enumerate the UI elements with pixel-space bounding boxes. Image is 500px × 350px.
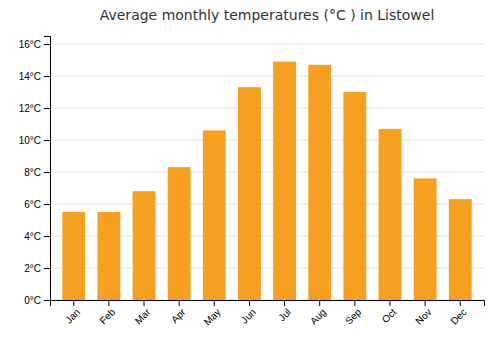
tick-mark — [44, 236, 50, 237]
tick-label: 10°C — [19, 135, 41, 146]
tick-mark — [44, 108, 50, 109]
tick-label: 2°C — [24, 263, 41, 274]
tick-label: Mar — [133, 306, 153, 326]
tick-label: 6°C — [24, 199, 41, 210]
tick: Nov — [413, 300, 433, 327]
tick-mark — [249, 300, 250, 306]
tick-label: Sep — [343, 306, 364, 327]
tick-mark — [319, 300, 320, 306]
tick: 16°C — [19, 39, 50, 50]
tick-mark — [284, 300, 285, 306]
tick-mark — [354, 300, 355, 306]
grid-line — [50, 44, 484, 45]
bar — [62, 212, 85, 300]
chart: 0°C 2°C 4°C 6°C 8°C 10°C 12°C 14°C 16°C Jan Feb Mar… — [0, 0, 500, 350]
tick-mark — [425, 300, 426, 306]
tick: Jul — [276, 300, 293, 323]
tick-mark — [44, 268, 50, 269]
bar — [273, 62, 296, 300]
tick: Oct — [380, 300, 399, 325]
tick-label: Jul — [276, 306, 293, 323]
tick-mark — [44, 140, 50, 141]
tick-mark — [108, 300, 109, 306]
tick: 8°C — [24, 167, 50, 178]
tick-mark — [44, 172, 50, 173]
grid-line — [50, 76, 484, 77]
tick-mark — [44, 300, 50, 301]
tick-label: 14°C — [19, 71, 41, 82]
tick: Jun — [239, 300, 258, 326]
tick: Feb — [97, 300, 117, 326]
tick-mark — [44, 204, 50, 205]
axis-line — [44, 37, 51, 301]
bar — [133, 191, 156, 300]
tick: Aug — [308, 300, 328, 327]
tick: Apr — [169, 300, 188, 325]
tick-label: Feb — [97, 306, 117, 326]
bar — [379, 129, 402, 300]
tick-label: Dec — [448, 306, 468, 326]
tick-label: Aug — [308, 306, 328, 326]
y-axis: 0°C 2°C 4°C 6°C 8°C 10°C 12°C 14°C 16°C — [19, 37, 51, 306]
tick-label: 12°C — [19, 103, 41, 114]
tick: 12°C — [19, 103, 50, 114]
tick-mark — [144, 300, 145, 306]
bars — [62, 62, 471, 300]
tick: 10°C — [19, 135, 50, 146]
tick-mark — [44, 76, 50, 77]
tick-mark — [73, 300, 74, 306]
tick-label: Oct — [380, 306, 399, 325]
bar — [414, 178, 437, 300]
tick-label: Nov — [413, 306, 433, 326]
x-axis: Jan Feb Mar Apr May Jun Jul Aug Sep Oct Nov Dec — [51, 300, 485, 328]
tick: Jan — [63, 300, 82, 326]
bar — [449, 199, 472, 300]
tick-mark — [214, 300, 215, 306]
axis-line — [51, 301, 485, 307]
tick-mark — [389, 300, 390, 306]
grid-line — [50, 108, 484, 109]
tick: Dec — [448, 300, 468, 327]
tick: 4°C — [24, 231, 50, 242]
bar — [203, 130, 226, 300]
bar — [97, 212, 120, 300]
bar — [308, 65, 331, 300]
grid-line — [50, 172, 484, 173]
tick: Sep — [343, 300, 364, 327]
grid-line — [50, 140, 484, 141]
tick-label: 4°C — [24, 231, 41, 242]
tick-label: Jun — [239, 306, 258, 325]
bar — [238, 87, 261, 300]
tick-mark — [179, 300, 180, 306]
tick: 2°C — [24, 263, 50, 274]
tick-mark — [460, 300, 461, 306]
tick-label: Apr — [169, 306, 188, 325]
tick-label: 8°C — [24, 167, 41, 178]
bar — [343, 92, 366, 300]
tick: 6°C — [24, 199, 50, 210]
tick: 14°C — [19, 71, 50, 82]
tick-label: Jan — [63, 306, 82, 325]
tick-label: 0°C — [24, 295, 41, 306]
tick: May — [202, 300, 223, 328]
tick-label: 16°C — [19, 39, 41, 50]
tick-mark — [44, 44, 50, 45]
bar — [168, 167, 191, 300]
title: Average monthly temperatures (°C ) in Li… — [100, 7, 435, 23]
grid — [50, 44, 484, 300]
tick-label: May — [202, 306, 223, 327]
tick: Mar — [133, 300, 153, 326]
tick: 0°C — [24, 295, 50, 306]
